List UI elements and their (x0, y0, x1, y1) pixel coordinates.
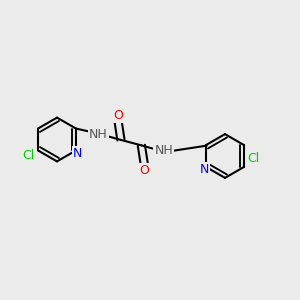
Text: Cl: Cl (22, 149, 35, 162)
Text: N: N (200, 164, 209, 176)
Text: NH: NH (89, 128, 108, 141)
Text: Cl: Cl (247, 152, 260, 165)
Text: N: N (73, 147, 82, 160)
Text: NH: NH (154, 144, 173, 157)
Text: O: O (113, 109, 123, 122)
Text: O: O (140, 164, 149, 177)
